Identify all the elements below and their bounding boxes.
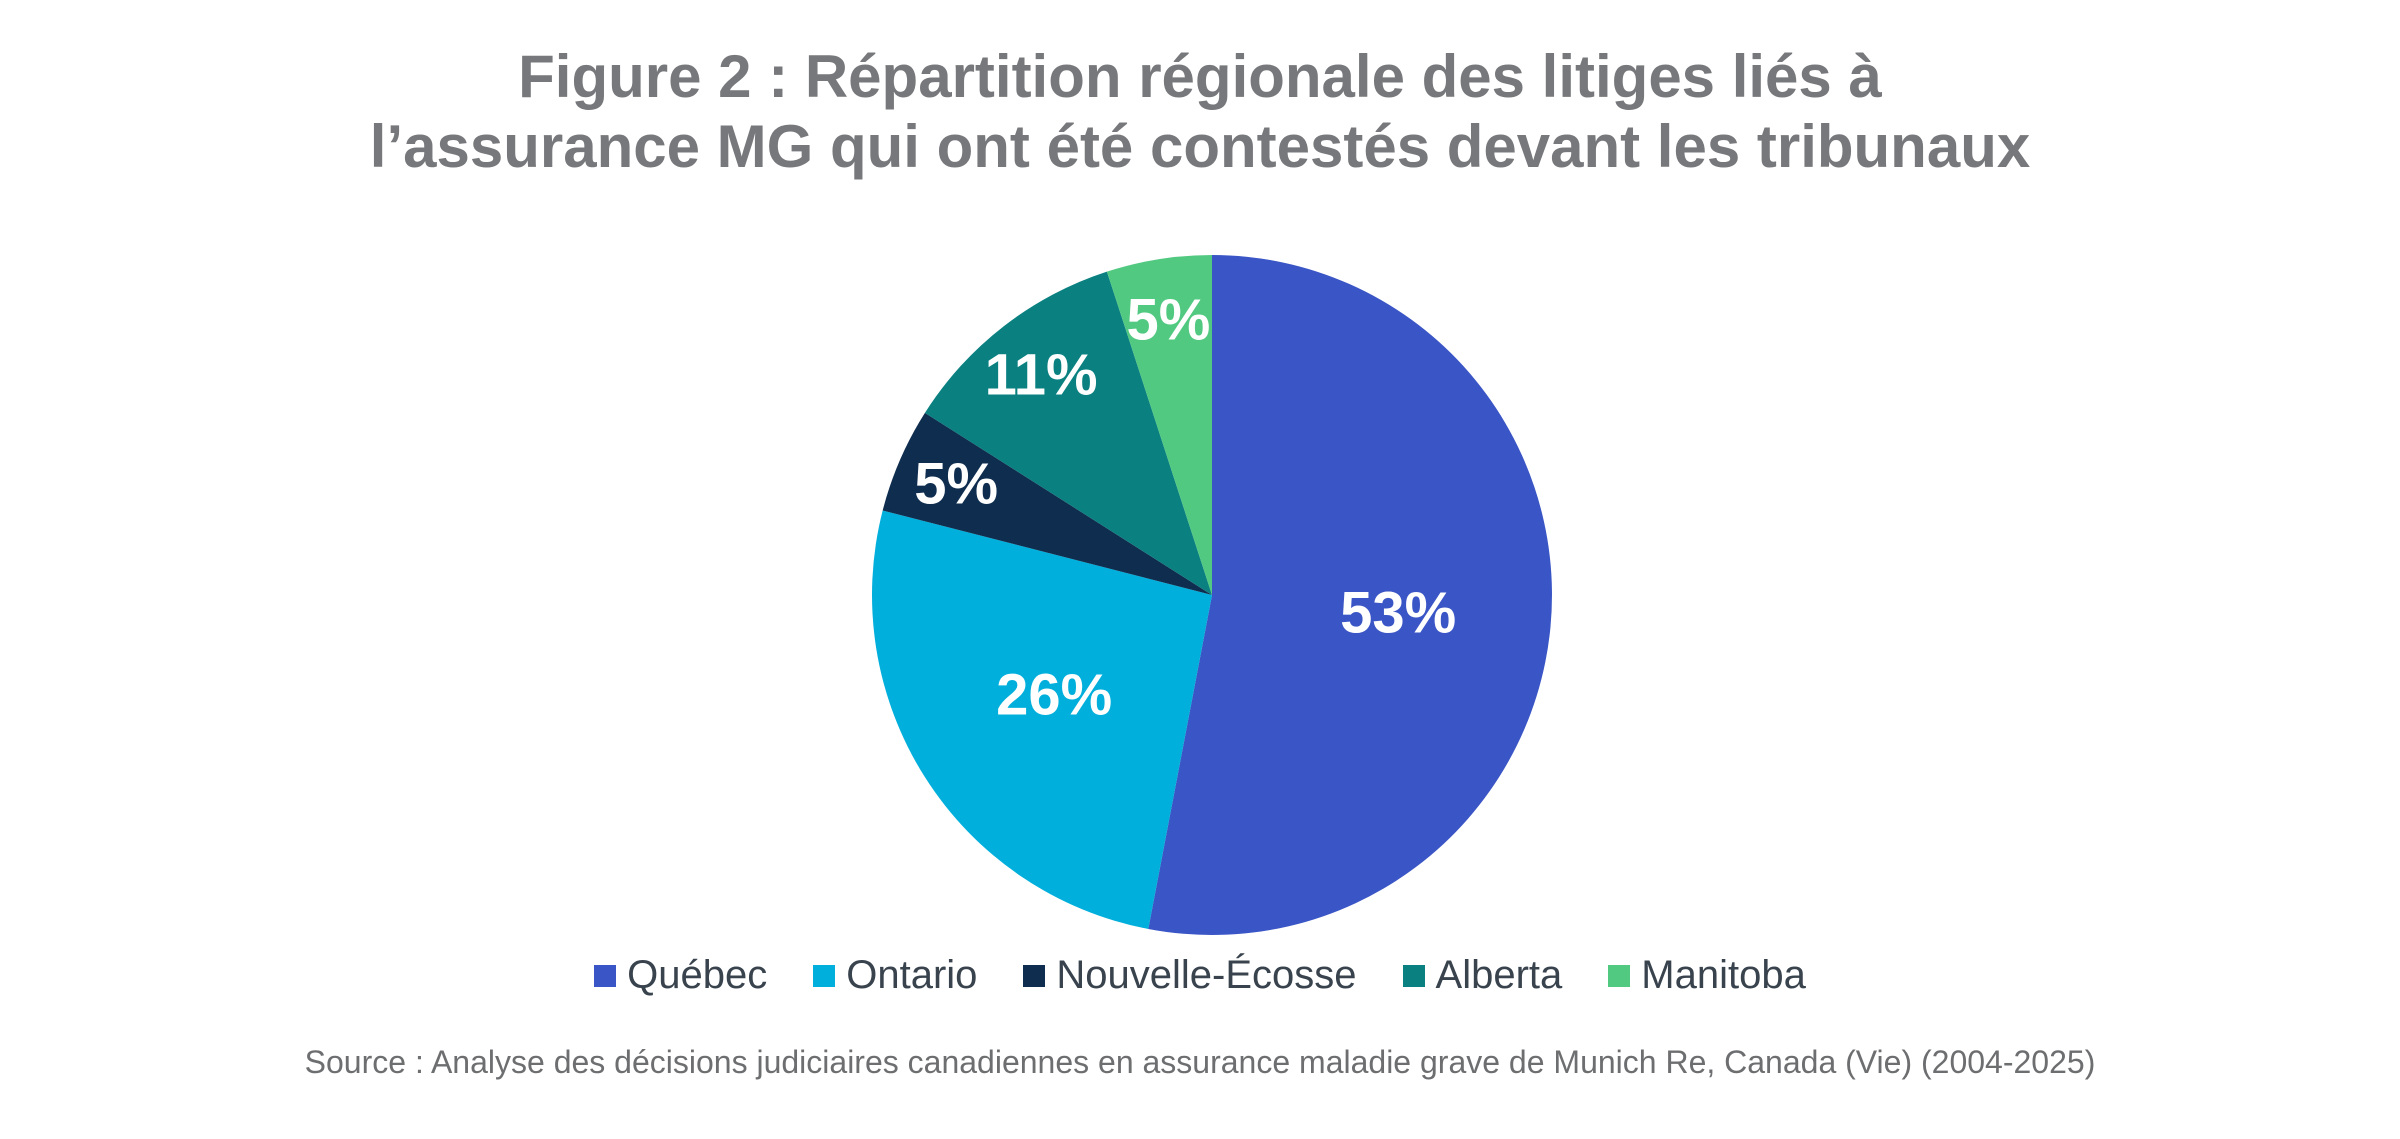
legend-label: Manitoba <box>1641 953 1806 997</box>
legend-item-québec: Québec <box>594 953 767 998</box>
legend-swatch-icon <box>1023 964 1046 987</box>
legend-swatch-icon <box>1402 964 1425 987</box>
figure-title-line2: l’assurance MG qui ont été contestés dev… <box>369 113 2031 180</box>
legend-swatch-icon <box>1608 964 1631 987</box>
legend-item-ontario: Ontario <box>813 953 977 998</box>
pie-chart: 53% 26% 5% 11% 5% <box>862 245 1562 945</box>
legend-label: Nouvelle-Écosse <box>1056 953 1357 997</box>
pie-chart-svg <box>871 255 1552 935</box>
legend-label: Québec <box>627 953 768 997</box>
figure-title: Figure 2 : Répartition régionale des lit… <box>0 42 2400 182</box>
legend-swatch-icon <box>813 964 836 987</box>
chart-legend: Québec Ontario Nouvelle-Écosse Alberta Manit… <box>0 953 2400 998</box>
legend-item-nouvelle-écosse: Nouvelle-Écosse <box>1023 953 1357 998</box>
legend-label: Ontario <box>846 953 978 997</box>
source-note: Source : Analyse des décisions judiciair… <box>304 1044 2096 1080</box>
legend-swatch-icon <box>594 964 617 987</box>
legend-label: Alberta <box>1435 953 1563 997</box>
pie-slice-nouvelle-écosse <box>882 412 1212 595</box>
legend-item-manitoba: Manitoba <box>1608 953 1806 998</box>
pie-slice-québec <box>1148 255 1552 935</box>
legend-item-alberta: Alberta <box>1402 953 1563 998</box>
figure-title-line1: Figure 2 : Répartition régionale des lit… <box>518 43 1882 110</box>
pie-slice-manitoba <box>1106 255 1212 595</box>
pie-slice-ontario <box>871 510 1212 929</box>
pie-slice-alberta <box>924 271 1212 595</box>
